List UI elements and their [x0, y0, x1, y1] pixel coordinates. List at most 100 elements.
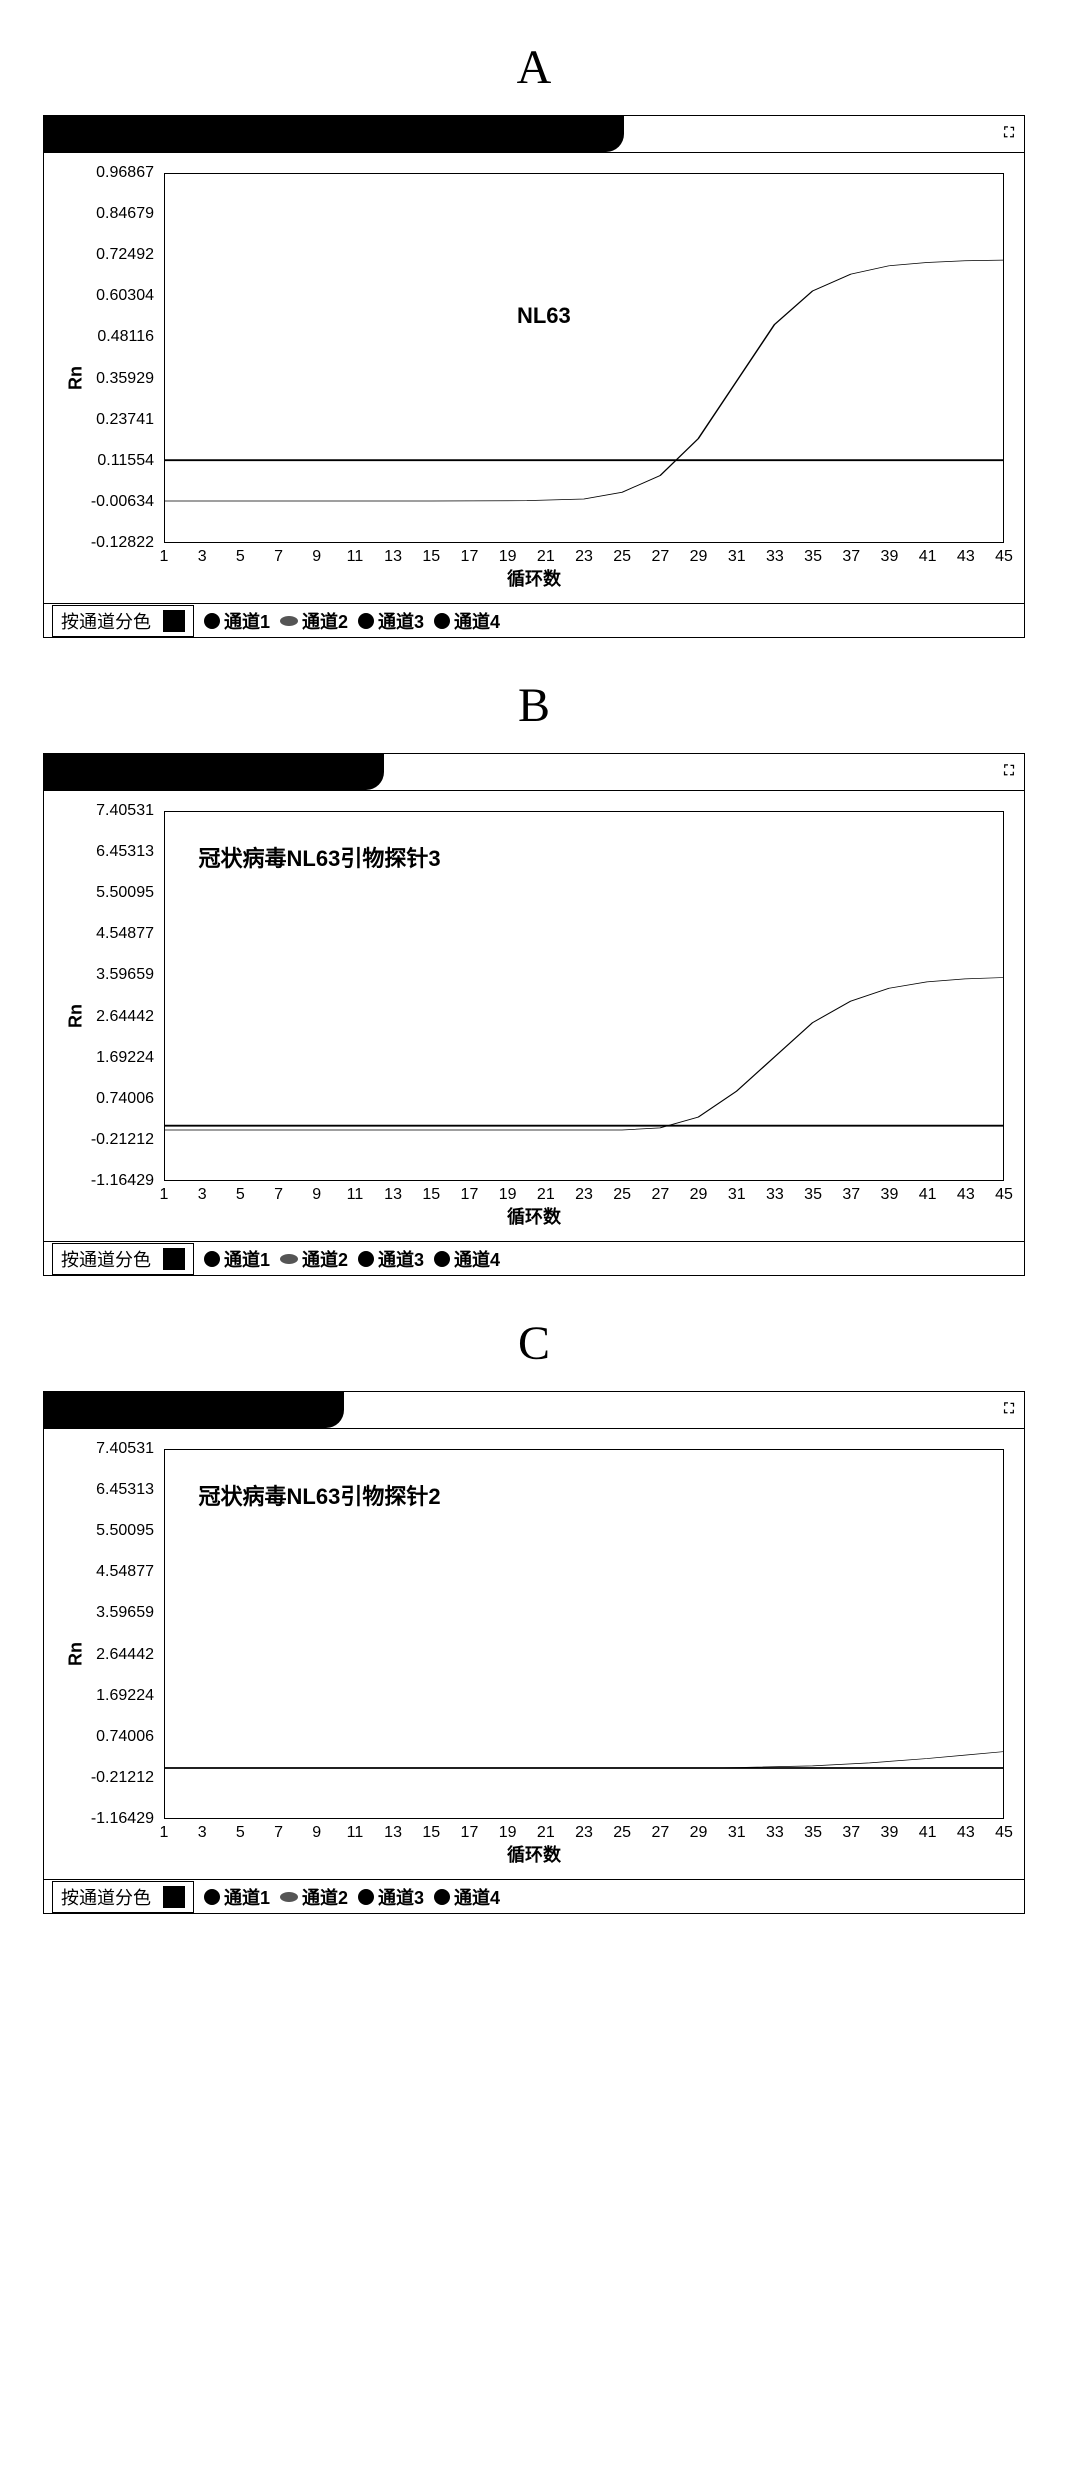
y-ticks-b: -1.16429-0.212120.740061.692242.644423.5…	[84, 811, 159, 1181]
legend-ch3[interactable]: 通道3	[358, 608, 424, 634]
x-tick: 31	[728, 1186, 746, 1204]
x-tick: 21	[537, 548, 555, 566]
dot-icon	[204, 1251, 220, 1267]
y-tick: 0.23741	[84, 411, 154, 429]
x-ticks-b: 1357911131517192123252729313335373941434…	[164, 1186, 1004, 1206]
x-tick: 25	[613, 548, 631, 566]
y-tick: -1.16429	[84, 1172, 154, 1190]
legend-swatch	[163, 1248, 185, 1270]
x-tick: 17	[461, 1186, 479, 1204]
x-ticks-a: 1357911131517192123252729313335373941434…	[164, 548, 1004, 568]
y-tick: 0.60304	[84, 287, 154, 305]
ellipse-icon	[280, 1892, 298, 1902]
y-tick: -1.16429	[84, 1810, 154, 1828]
x-tick: 23	[575, 1186, 593, 1204]
y-tick: 7.40531	[84, 802, 154, 820]
legend-ch2[interactable]: 通道2	[280, 1884, 348, 1910]
legend-colormode[interactable]: 按通道分色	[52, 605, 194, 637]
legend-ch3[interactable]: 通道3	[358, 1884, 424, 1910]
x-tick: 37	[842, 1824, 860, 1842]
legend-ch2[interactable]: 通道2	[280, 1246, 348, 1272]
x-tick: 23	[575, 548, 593, 566]
x-tick: 39	[881, 548, 899, 566]
x-tick: 17	[461, 548, 479, 566]
chart-header: ⛶	[44, 116, 1024, 153]
x-tick: 37	[842, 1186, 860, 1204]
x-tick: 19	[499, 1824, 517, 1842]
x-tick: 1	[160, 548, 169, 566]
x-tick: 29	[690, 548, 708, 566]
legend-ch4[interactable]: 通道4	[434, 1884, 500, 1910]
y-tick: 4.54877	[84, 925, 154, 943]
y-ticks-c: -1.16429-0.212120.740061.692242.644423.5…	[84, 1449, 159, 1819]
legend-ch2[interactable]: 通道2	[280, 608, 348, 634]
y-tick: 5.50095	[84, 884, 154, 902]
legend-ch1[interactable]: 通道1	[204, 1246, 270, 1272]
chart-tab[interactable]	[44, 116, 624, 152]
chart-c: ⛶ Rn -1.16429-0.212120.740061.692242.644…	[43, 1391, 1025, 1914]
x-tick: 29	[690, 1824, 708, 1842]
x-tick: 39	[881, 1186, 899, 1204]
x-tick: 1	[160, 1824, 169, 1842]
dot-icon	[204, 613, 220, 629]
x-axis-label: 循环数	[507, 1841, 561, 1867]
x-tick: 21	[537, 1824, 555, 1842]
legend-ch4-label: 通道4	[454, 608, 500, 634]
chart-a: ⛶ Rn -0.12822-0.006340.115540.237410.359…	[43, 115, 1025, 638]
legend-colormode[interactable]: 按通道分色	[52, 1243, 194, 1275]
x-tick: 35	[804, 548, 822, 566]
dot-icon	[358, 1251, 374, 1267]
y-tick: 0.74006	[84, 1090, 154, 1108]
x-tick: 33	[766, 1824, 784, 1842]
x-tick: 5	[236, 548, 245, 566]
x-tick: 9	[312, 1186, 321, 1204]
chart-tab[interactable]	[44, 754, 384, 790]
expand-icon[interactable]: ⛶	[1000, 124, 1018, 142]
legend-swatch	[163, 1886, 185, 1908]
legend-ch2-label: 通道2	[302, 1884, 348, 1910]
x-tick: 27	[651, 1824, 669, 1842]
legend-ch1[interactable]: 通道1	[204, 1884, 270, 1910]
legend-ch4[interactable]: 通道4	[434, 1246, 500, 1272]
panel-label-c: C	[20, 1316, 1048, 1371]
legend-ch3[interactable]: 通道3	[358, 1246, 424, 1272]
data-curve-b	[165, 978, 1003, 1130]
legend-ch4-label: 通道4	[454, 1246, 500, 1272]
legend-ch4[interactable]: 通道4	[434, 608, 500, 634]
x-tick: 9	[312, 1824, 321, 1842]
chart-tab[interactable]	[44, 1392, 344, 1428]
legend-ch3-label: 通道3	[378, 608, 424, 634]
plot-area-c: Rn -1.16429-0.212120.740061.692242.64442…	[44, 1429, 1024, 1879]
dot-icon	[358, 1889, 374, 1905]
x-tick: 19	[499, 548, 517, 566]
x-tick: 7	[274, 1824, 283, 1842]
plot-area-a: Rn -0.12822-0.006340.115540.237410.35929…	[44, 153, 1024, 603]
dot-icon	[204, 1889, 220, 1905]
expand-icon[interactable]: ⛶	[1000, 1400, 1018, 1418]
plot-area-b: Rn -1.16429-0.212120.740061.692242.64442…	[44, 791, 1024, 1241]
x-tick: 27	[651, 548, 669, 566]
y-tick: 0.74006	[84, 1728, 154, 1746]
expand-icon[interactable]: ⛶	[1000, 762, 1018, 780]
legend-colormode[interactable]: 按通道分色	[52, 1881, 194, 1913]
x-tick: 39	[881, 1824, 899, 1842]
x-tick: 43	[957, 548, 975, 566]
ellipse-icon	[280, 616, 298, 626]
legend-label: 按通道分色	[61, 1246, 151, 1272]
plot-inner-b: 冠状病毒NL63引物探针3	[164, 811, 1004, 1181]
x-tick: 41	[919, 1824, 937, 1842]
x-tick: 3	[198, 1186, 207, 1204]
x-tick: 25	[613, 1824, 631, 1842]
legend-bar: 按通道分色 通道1 通道2 通道3 通道4	[44, 603, 1024, 637]
x-tick: 25	[613, 1186, 631, 1204]
x-tick: 45	[995, 1824, 1013, 1842]
legend-bar: 按通道分色 通道1 通道2 通道3 通道4	[44, 1241, 1024, 1275]
panel-label-a: A	[20, 40, 1048, 95]
data-curve-a	[165, 260, 1003, 501]
y-tick: 0.48116	[84, 328, 154, 346]
legend-ch1[interactable]: 通道1	[204, 608, 270, 634]
x-tick: 17	[461, 1824, 479, 1842]
y-ticks-a: -0.12822-0.006340.115540.237410.359290.4…	[84, 173, 159, 543]
chart-header: ⛶	[44, 1392, 1024, 1429]
x-tick: 7	[274, 1186, 283, 1204]
